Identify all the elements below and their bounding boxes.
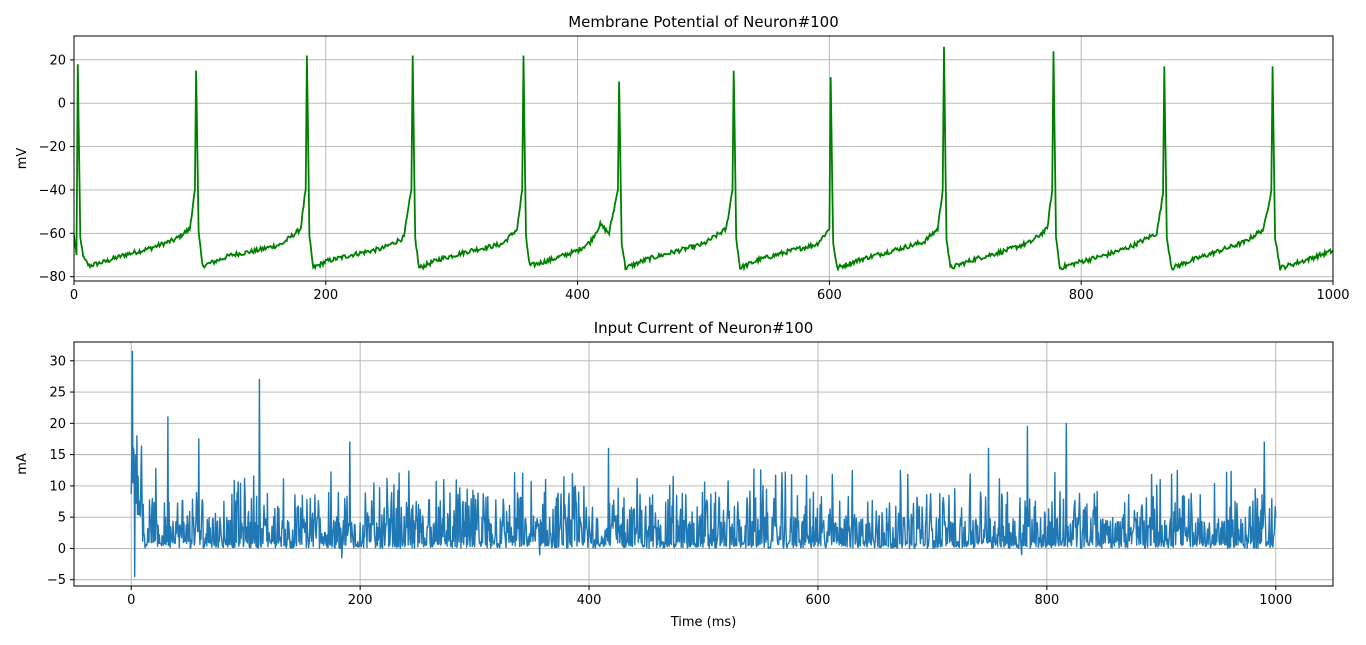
y-tick-label: 10: [49, 479, 66, 494]
plot-frame: [73, 35, 1334, 282]
x-tick-label: 0: [127, 593, 135, 608]
data-series: [74, 46, 1333, 272]
x-axis: 0 200 400 600 800 1000: [127, 586, 1292, 608]
chart-title: Input Current of Neuron#100: [594, 319, 814, 337]
y-tick-label: 20: [49, 417, 66, 432]
x-tick-label: 600: [806, 593, 831, 608]
y-tick-label: −5: [47, 573, 66, 588]
x-tick-label: 200: [313, 288, 338, 303]
x-tick-label: 1000: [1259, 593, 1292, 608]
y-tick-label: −40: [39, 183, 66, 198]
plot-frame: [73, 341, 1334, 587]
y-tick-label: 20: [49, 53, 66, 68]
membrane-potential-line: [74, 46, 1333, 272]
y-tick-label: 25: [49, 386, 66, 401]
y-axis: −5 0 5 10 15 20 25 30: [47, 354, 74, 588]
y-tick-label: 5: [58, 511, 66, 526]
membrane-potential-panel: Membrane Potential of Neuron#100 0 200 400…: [15, 13, 1350, 303]
y-tick-label: −20: [39, 140, 66, 155]
input-current-panel: Input Current of Neuron#100 0 200 400 600 80…: [15, 319, 1334, 630]
x-tick-label: 800: [1069, 288, 1094, 303]
x-tick-label: 200: [348, 593, 373, 608]
y-tick-label: −60: [39, 227, 66, 242]
y-axis: −80 −60 −40 −20 0 20: [39, 53, 74, 285]
x-tick-label: 1000: [1316, 288, 1349, 303]
y-tick-label: 0: [58, 97, 66, 112]
y-tick-label: −80: [39, 270, 66, 285]
y-axis-label: mA: [15, 453, 30, 475]
y-tick-label: 15: [49, 448, 66, 463]
x-tick-label: 400: [577, 593, 602, 608]
x-tick-label: 800: [1034, 593, 1059, 608]
data-series: [130, 350, 1277, 578]
y-tick-label: 0: [58, 542, 66, 557]
y-tick-label: 30: [49, 354, 66, 369]
y-axis-label: mV: [15, 148, 30, 170]
x-tick-label: 400: [565, 288, 590, 303]
x-axis: 0 200 400 600 800 1000: [70, 281, 1350, 303]
input-current-line: [130, 350, 1277, 578]
chart-title: Membrane Potential of Neuron#100: [568, 13, 839, 31]
x-tick-label: 600: [817, 288, 842, 303]
x-tick-label: 0: [70, 288, 78, 303]
x-axis-label: Time (ms): [670, 615, 737, 630]
